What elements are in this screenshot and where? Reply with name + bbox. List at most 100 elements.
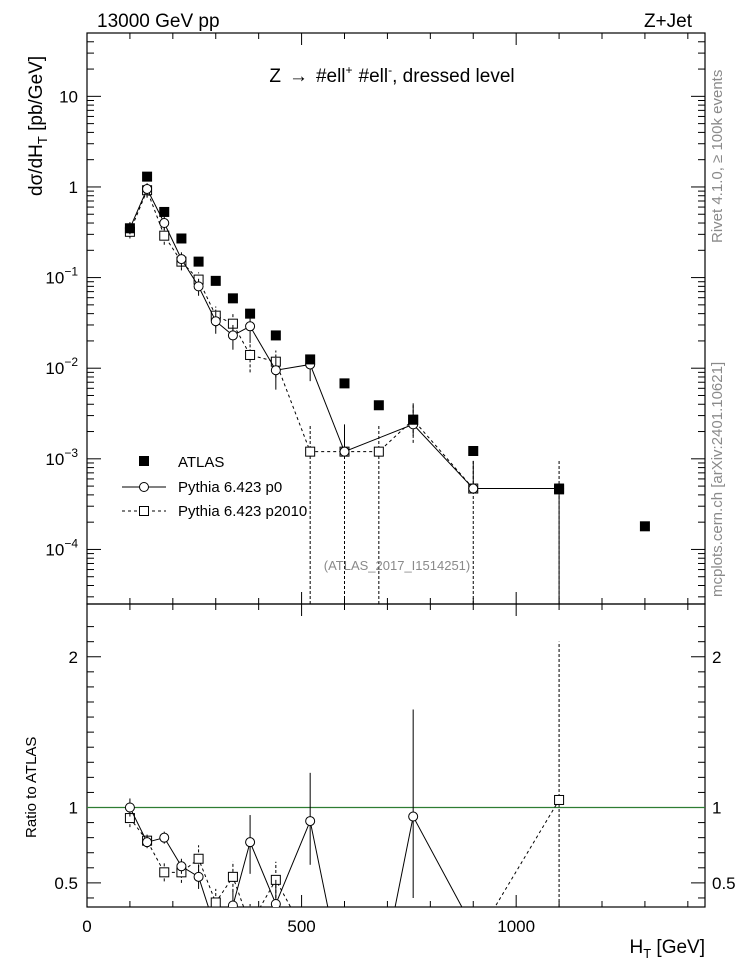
ratio-p2010-point — [193, 853, 204, 864]
atlas-point — [270, 330, 281, 341]
ratio-p0-point — [211, 925, 220, 934]
header-left: 13000 GeV pp — [97, 11, 220, 32]
p0-point — [142, 183, 153, 194]
main-y-ticks — [87, 32, 705, 598]
atlas-point — [124, 223, 135, 234]
p0-point — [210, 316, 221, 327]
ratio-p0-point — [270, 898, 281, 907]
ratio-p0-point — [469, 924, 478, 933]
ratio-p2010-point — [246, 921, 255, 930]
p0-point — [468, 483, 479, 494]
y-tick-label: 10−2 — [45, 355, 78, 378]
ratio-p2010-point — [469, 939, 478, 948]
y-tick-label: 10−3 — [45, 446, 78, 469]
y-tick-label: 10 — [59, 87, 78, 106]
ratio-p0-point — [245, 837, 256, 848]
p0-point — [339, 446, 350, 457]
p2010-series — [124, 183, 565, 604]
p0-series — [124, 183, 565, 604]
title-suffix: , dressed level — [392, 66, 515, 87]
title-sup-2: - — [388, 63, 392, 77]
legend-atlas-label: ATLAS — [178, 454, 224, 471]
p0-point — [159, 218, 170, 229]
analysis-watermark: (ATLAS_2017_I1514251) — [324, 558, 470, 573]
mcplots-label: mcplots.cern.ch [arXiv:2401.10621] — [709, 362, 726, 597]
ratio-p2010-point — [409, 939, 418, 948]
legend-p2010-marker — [139, 506, 149, 516]
ratio-p0-point — [159, 832, 170, 843]
y-tick-label: 10−4 — [45, 536, 78, 559]
atlas-point — [176, 233, 187, 244]
rivet-label: Rivet 4.1.0, ≥ 100k events — [709, 70, 726, 243]
ratio-p2010-point — [340, 939, 349, 948]
ratio-y-ticks — [87, 626, 705, 899]
title-arrow: → — [289, 66, 308, 87]
ratio-p2010-point — [306, 939, 315, 948]
x-tick-label: 1000 — [497, 917, 535, 936]
ratio-p2010-line — [129, 799, 560, 907]
ratio-p0-point — [227, 900, 238, 907]
legend-p0-marker — [139, 482, 149, 492]
x-tick-label: 0 — [82, 917, 91, 936]
atlas-point — [227, 293, 238, 304]
ratio-y-tick-label: 1 — [69, 799, 78, 818]
p0-point — [193, 281, 204, 292]
title-lepton-1: #ell — [316, 66, 346, 87]
p2010-point — [245, 349, 256, 360]
ratio-y-tick-label-right: 1 — [712, 799, 721, 818]
plot-title: Z → #ell+ #ell-, dressed level — [269, 63, 514, 87]
header-right: Z+Jet — [644, 11, 693, 32]
ratio-p2010-point — [227, 871, 238, 882]
title-sup-1: + — [346, 63, 353, 77]
y-tick-label: 1 — [69, 178, 78, 197]
legend: ATLAS Pythia 6.423 p0 Pythia 6.423 p2010 — [122, 454, 307, 520]
ratio-ylabel: Ratio to ATLAS — [23, 737, 40, 838]
atlas-point — [639, 521, 650, 532]
p2010-point — [373, 446, 384, 457]
ratio-p2010-point — [374, 939, 383, 948]
main-panel: 10 1 10−1 10−2 10−3 10−4 — [45, 32, 706, 907]
p2010-point — [159, 230, 170, 241]
p0-point — [176, 254, 187, 265]
xlabel: HT [GeV] — [629, 937, 705, 961]
legend-p2010-label: Pythia 6.423 p2010 — [178, 503, 307, 520]
ratio-p2010-point — [159, 867, 170, 878]
atlas-point — [142, 171, 153, 182]
atlas-point — [210, 275, 221, 286]
ratio-p0-point — [124, 802, 135, 813]
ratio-p0-point — [142, 837, 153, 848]
main-ylabel: dσ/dHT [pb/GeV] — [26, 56, 50, 196]
p0-point — [227, 330, 238, 341]
p2010-line — [129, 188, 560, 490]
atlas-point — [245, 308, 256, 319]
p0-point — [270, 365, 281, 376]
legend-atlas-marker — [139, 456, 149, 466]
atlas-point — [373, 400, 384, 411]
ratio-y-tick-label-right: 2 — [712, 648, 721, 667]
ratio-p0-line — [129, 807, 463, 907]
atlas-point — [305, 354, 316, 365]
ratio-p0-point — [193, 871, 204, 882]
atlas-point — [554, 484, 565, 495]
ratio-p0-point — [408, 811, 419, 822]
ratio-y-tick-label: 0.5 — [54, 874, 78, 893]
p0-line — [129, 187, 560, 490]
atlas-point — [468, 445, 479, 456]
p0-point — [245, 321, 256, 332]
atlas-point — [339, 378, 350, 389]
y-tick-label: 10−1 — [45, 265, 78, 288]
ratio-p0-series — [124, 709, 478, 934]
ratio-p2010-point — [210, 897, 221, 907]
ratio-y-tick-label: 2 — [69, 648, 78, 667]
ratio-y-tick-label-right: 0.5 — [712, 874, 736, 893]
ratio-frame — [86, 603, 706, 908]
atlas-point — [408, 414, 419, 425]
p2010-point — [305, 446, 316, 457]
atlas-series — [124, 171, 650, 532]
x-tick-label: 500 — [287, 917, 315, 936]
atlas-point — [159, 206, 170, 217]
ratio-p0-point — [176, 861, 187, 872]
legend-p0-label: Pythia 6.423 p0 — [178, 479, 282, 496]
title-lepton-2: #ell — [359, 66, 389, 87]
